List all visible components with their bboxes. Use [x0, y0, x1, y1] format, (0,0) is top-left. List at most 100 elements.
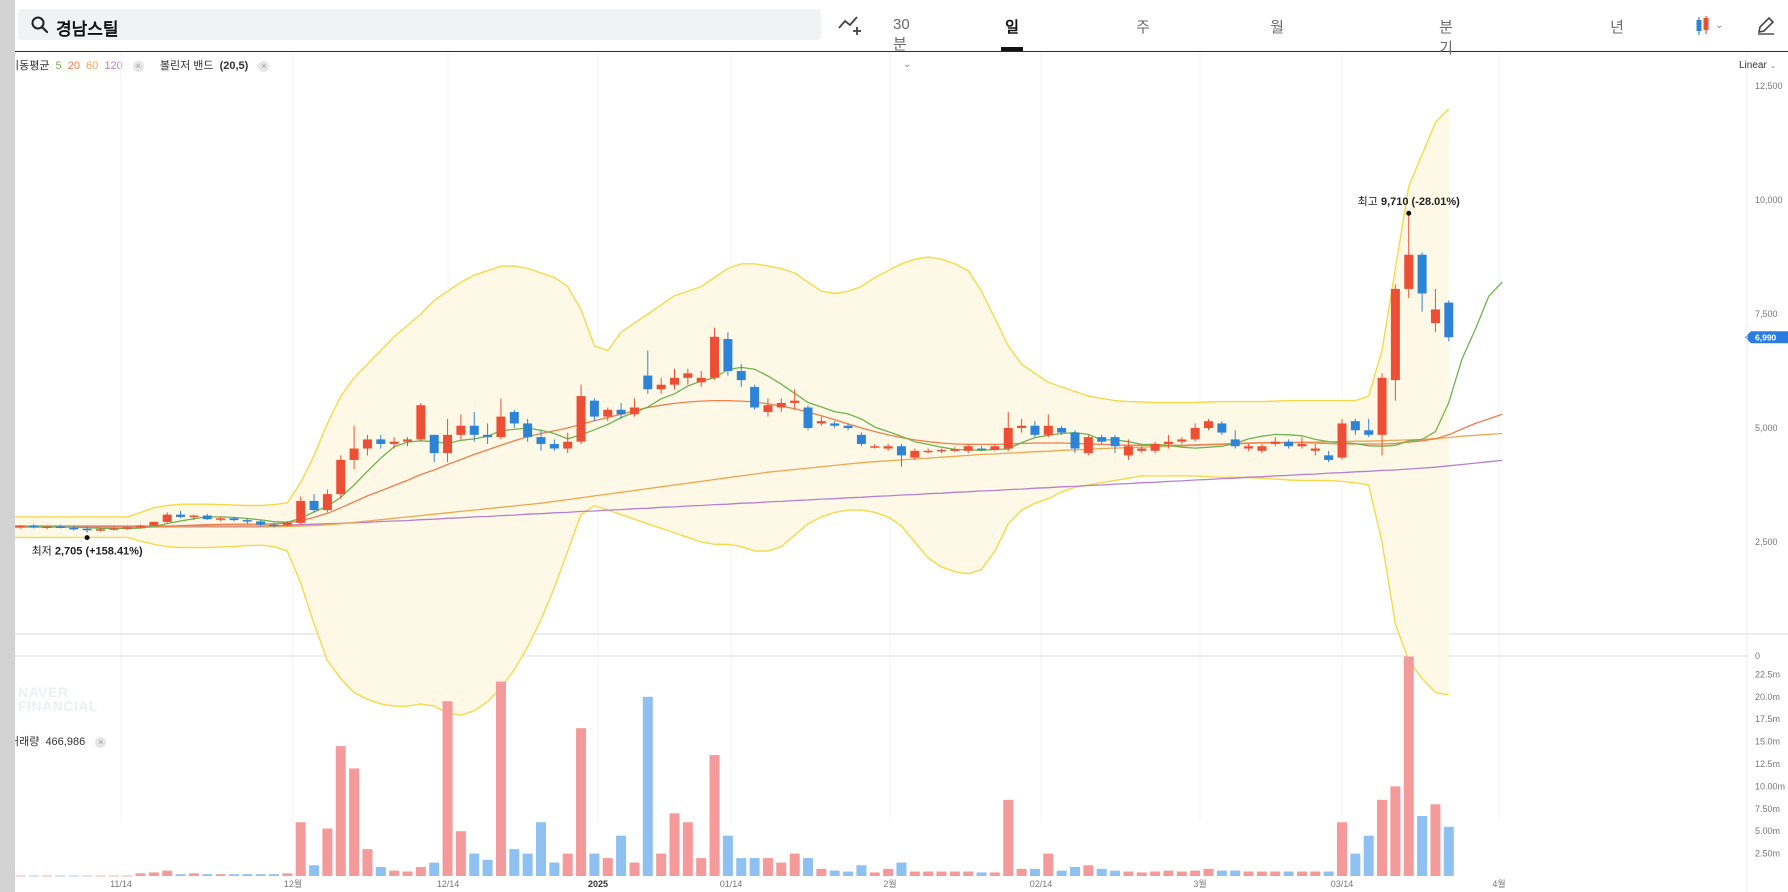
volume-bar: [1123, 871, 1134, 876]
top-toolbar: 경남스틸 30분 ⌄ 일 주 월 분기 년 ⌄: [15, 0, 1788, 70]
volume-bar: [202, 874, 213, 876]
volume-bar: [215, 874, 226, 876]
volume-bar: [843, 871, 854, 876]
candle-body: [322, 494, 332, 511]
candle-body: [563, 441, 573, 449]
candle-body: [1230, 439, 1240, 447]
volume-bar: [95, 875, 106, 877]
volume-bar: [469, 853, 480, 876]
search-box[interactable]: 경남스틸: [18, 9, 821, 40]
volume-bar: [295, 822, 306, 876]
volume-bar: [255, 874, 266, 876]
high-marker: [1406, 210, 1412, 216]
volume-bar: [722, 835, 733, 876]
volume-bar: [829, 870, 840, 876]
volume-bar: [68, 875, 79, 877]
high-annotation: 최고 9,710 (-28.01%): [1358, 195, 1461, 208]
remove-bb-icon[interactable]: ×: [258, 60, 270, 72]
candle-body: [69, 527, 79, 530]
candle-body: [1364, 430, 1374, 435]
tab-period-quarter[interactable]: 분기: [1439, 19, 1453, 57]
volume-bar: [1403, 656, 1414, 876]
candle-body: [389, 441, 399, 444]
tab-period-week[interactable]: 주: [1136, 19, 1150, 36]
candle-body: [95, 529, 105, 531]
candle-body: [750, 386, 760, 408]
candle-body: [456, 425, 466, 435]
volume-bar: [1270, 871, 1281, 876]
candle-body: [82, 528, 92, 531]
price-axis-tick-label: 0: [1755, 651, 1760, 661]
volume-bar: [28, 875, 39, 877]
interval-dropdown[interactable]: 30분 ⌄: [893, 16, 911, 71]
volume-bar: [989, 872, 1000, 876]
volume-bar: [495, 681, 506, 876]
candle-body: [29, 525, 39, 528]
candle-body: [990, 446, 1000, 450]
interval-label: 30분: [893, 16, 910, 53]
candle-body: [376, 439, 386, 444]
search-input[interactable]: 경남스틸: [56, 20, 119, 39]
remove-ma-icon[interactable]: ×: [132, 60, 144, 72]
candle-body: [1284, 441, 1294, 447]
candle-body: [870, 446, 880, 448]
volume-bar: [455, 831, 466, 876]
volume-bar: [1377, 799, 1388, 876]
volume-bar: [442, 701, 453, 876]
volume-bar: [82, 875, 93, 877]
volume-bar: [375, 867, 386, 876]
candle-body: [1163, 441, 1173, 444]
tab-period-year[interactable]: 년: [1610, 19, 1624, 36]
tab-period-month[interactable]: 월: [1270, 19, 1284, 36]
indicator-legend: 이동평균 5 20 60 120 × 볼린저 밴드 (20,5) ×: [15, 57, 272, 73]
candle-body: [950, 449, 960, 451]
candle-body: [670, 377, 679, 385]
volume-bar: [1070, 867, 1080, 876]
candle-body: [189, 515, 199, 518]
candle-body: [349, 448, 359, 460]
candle-body: [656, 384, 666, 390]
pencil-icon[interactable]: [1756, 15, 1776, 35]
line-chart-plus-icon[interactable]: [837, 14, 863, 36]
candle-body: [1190, 428, 1200, 440]
volume-bar: [1417, 815, 1428, 876]
tab-period-day[interactable]: 일: [1005, 19, 1019, 36]
volume-bar: [242, 874, 253, 876]
current-price-tag: [1745, 331, 1788, 344]
volume-bar: [562, 853, 573, 876]
volume-bar: [682, 822, 693, 876]
candle-body: [816, 421, 826, 424]
volume-bar: [135, 873, 146, 876]
candlestick-icon[interactable]: ⌄: [1694, 15, 1728, 37]
candle-body: [1390, 288, 1400, 381]
volume-bars: [15, 656, 1454, 877]
candle-body: [643, 375, 653, 390]
scale-mode-dropdown[interactable]: Linear ⌄: [1739, 60, 1776, 71]
volume-axis-tick-label: 15.0m: [1755, 737, 1780, 747]
volume-bar: [629, 862, 640, 876]
bollinger-band-fill: [15, 108, 1449, 716]
volume-bar: [1176, 871, 1187, 876]
candle-body: [1070, 432, 1080, 449]
candle-body: [549, 443, 559, 449]
candle-body: [1270, 441, 1280, 444]
remove-volume-icon[interactable]: ×: [95, 736, 107, 748]
candle-body: [122, 527, 132, 529]
candle-body: [1017, 425, 1027, 428]
candle-body: [856, 434, 866, 444]
ma60-legend: 60: [86, 60, 99, 72]
chevron-down-icon: ⌄: [1769, 61, 1777, 70]
volume-bar: [1163, 870, 1174, 876]
volume-bar: [55, 875, 66, 877]
volume-bar: [309, 865, 320, 876]
ma120-legend: 120: [104, 60, 123, 72]
candle-body: [282, 522, 292, 526]
stock-chart[interactable]: 0 2,500 5,000 7,500 10,000 12,500 2.50m 5.00m 7.…: [15, 52, 1788, 892]
search-icon[interactable]: [30, 15, 50, 35]
candle-body: [109, 528, 119, 530]
volume-bar: [322, 828, 333, 876]
volume-bar: [1443, 826, 1454, 876]
candle-body: [1043, 425, 1053, 435]
volume-bar: [1350, 853, 1361, 876]
candle-body: [710, 336, 720, 378]
